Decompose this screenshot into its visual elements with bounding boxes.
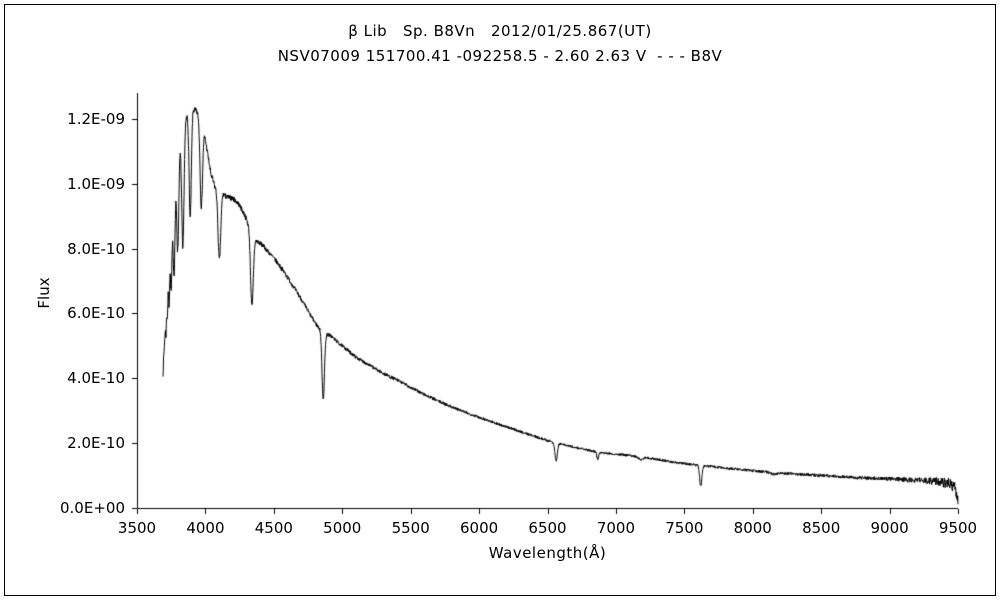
y-tick-label: 6.0E-10 bbox=[67, 304, 125, 323]
y-tick-label: 1.2E-09 bbox=[67, 109, 125, 128]
y-tick-label: 2.0E-10 bbox=[67, 434, 125, 453]
x-tick-label: 3500 bbox=[117, 519, 157, 537]
y-tick-label: 1.0E-09 bbox=[67, 174, 125, 193]
x-tick-label: 4500 bbox=[254, 519, 293, 537]
x-tick-label: 5000 bbox=[323, 519, 362, 537]
x-tick-label: 6500 bbox=[528, 519, 567, 537]
x-tick-label: 9500 bbox=[938, 519, 978, 537]
y-tick-label: 8.0E-10 bbox=[67, 239, 125, 258]
y-tick-label: 0.0E+00 bbox=[60, 499, 125, 517]
x-tick-label: 5500 bbox=[391, 519, 430, 537]
x-tick-label: 7000 bbox=[596, 519, 635, 537]
chart-subtitle: NSV07009 151700.41 -092258.5 - 2.60 2.63… bbox=[277, 47, 723, 65]
x-axis-label: Wavelength(Å) bbox=[488, 544, 607, 562]
chart-title: β Lib Sp. B8Vn 2012/01/25.867(UT) bbox=[348, 22, 652, 40]
x-tick-label: 6000 bbox=[459, 519, 499, 537]
x-tick-label: 7500 bbox=[665, 519, 704, 537]
x-tick-label: 8500 bbox=[802, 519, 841, 537]
x-tick-label: 4000 bbox=[186, 519, 225, 537]
x-tick-label: 9000 bbox=[870, 519, 909, 537]
x-tick-label: 8000 bbox=[733, 519, 772, 537]
y-tick-label: 4.0E-10 bbox=[67, 369, 125, 388]
